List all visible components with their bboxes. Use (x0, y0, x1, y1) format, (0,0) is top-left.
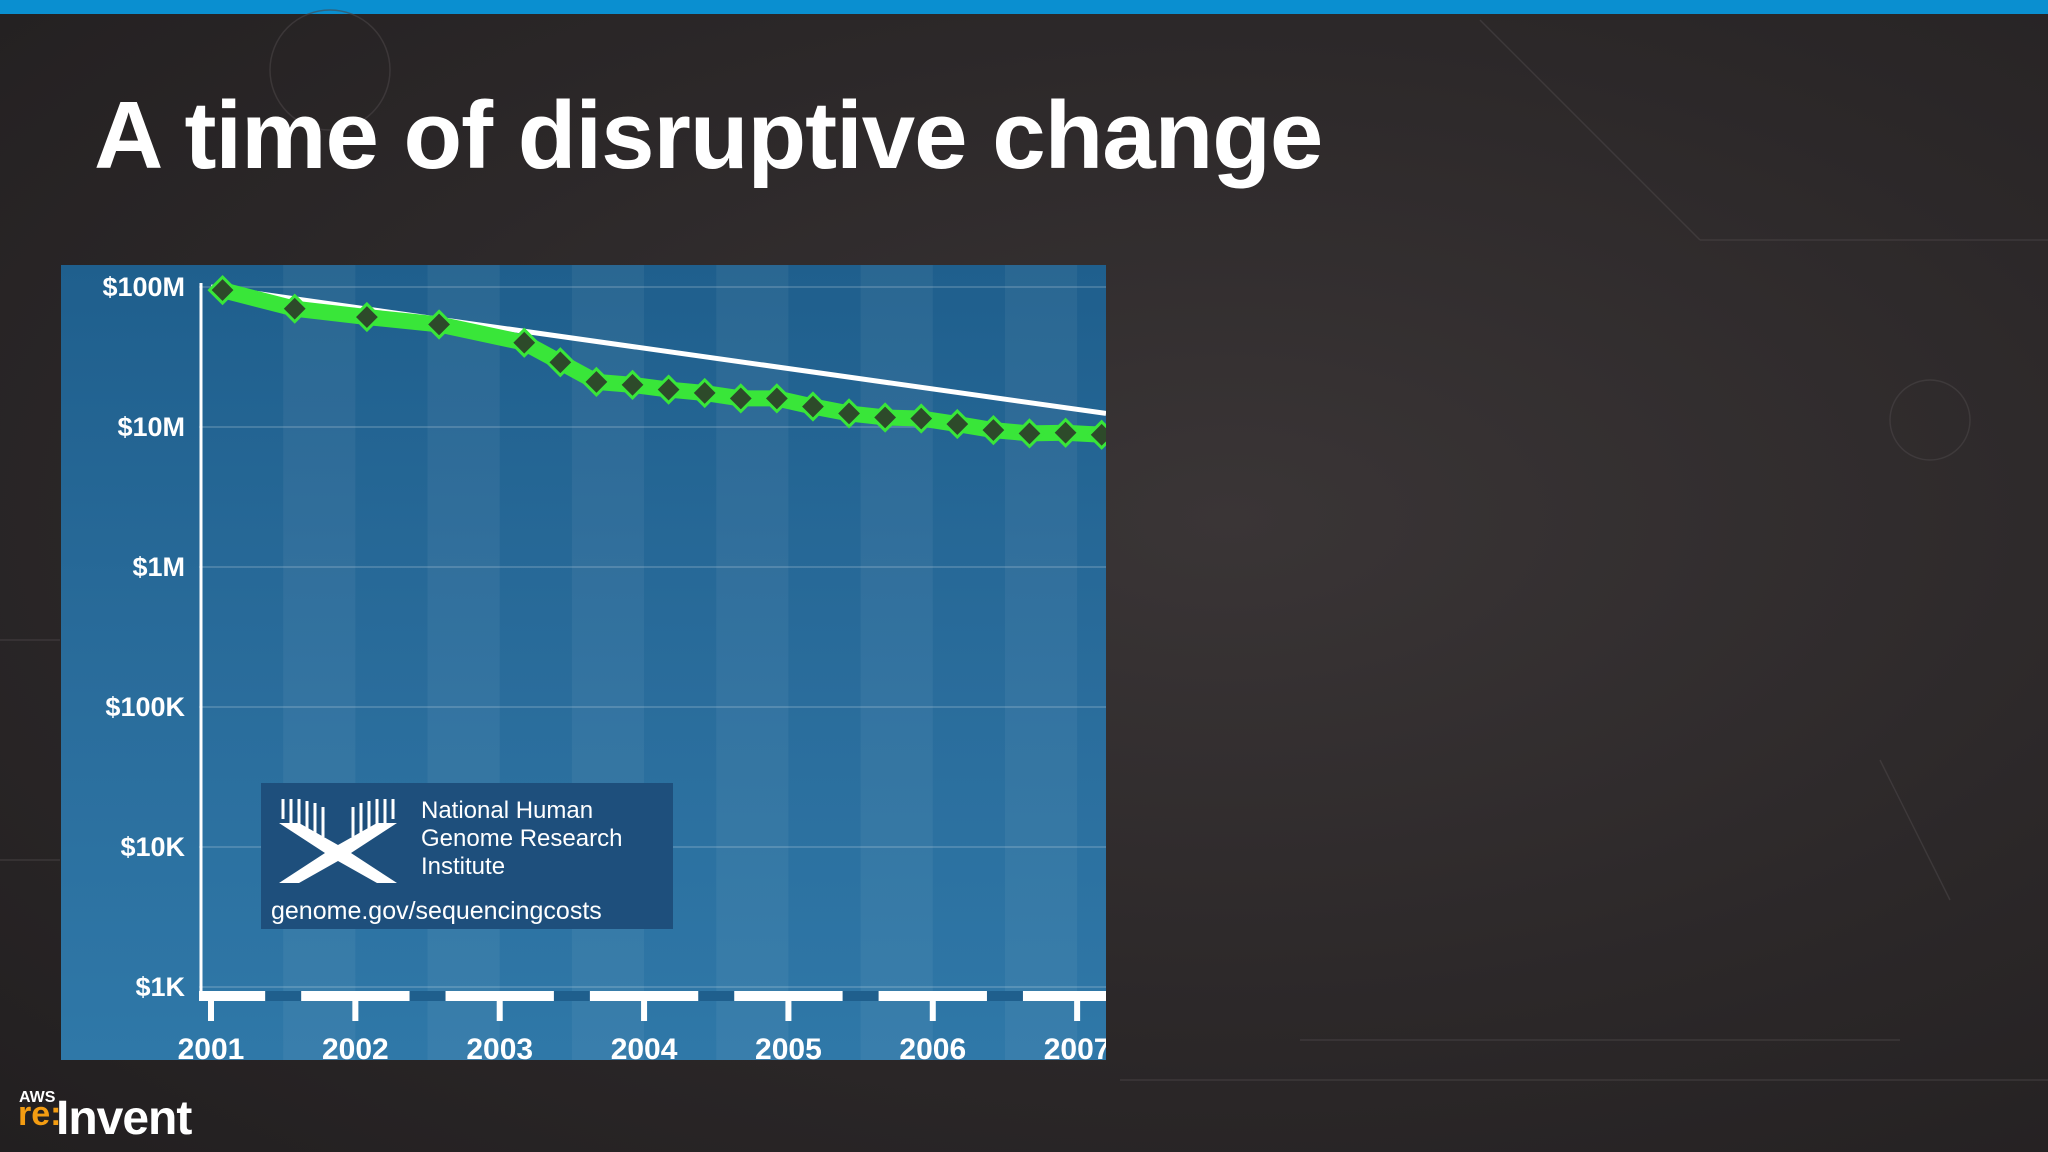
data-point (725, 383, 756, 414)
source-url: genome.gov/sequencingcosts (271, 897, 602, 925)
x-tick-label: 2003 (466, 1033, 533, 1060)
data-point (653, 374, 684, 405)
y-tick-label: $10K (120, 832, 185, 862)
x-axis-gap (553, 991, 590, 1001)
column-band (283, 265, 356, 1060)
data-point (761, 383, 792, 414)
y-tick-label: $1M (132, 552, 185, 582)
x-tick-label: 2001 (178, 1033, 245, 1060)
y-tick-label: $100K (105, 692, 185, 722)
data-point (509, 327, 540, 358)
trend-line (210, 284, 1106, 416)
slide-title: A time of disruptive change (94, 82, 1323, 189)
x-axis-gap (265, 991, 302, 1001)
x-tick-mark (1074, 991, 1081, 1021)
x-axis-line (199, 991, 1106, 1001)
x-tick-mark (496, 991, 503, 1021)
data-point (617, 369, 648, 400)
data-point (1050, 417, 1081, 448)
x-axis-bar (199, 991, 1106, 1021)
data-point (207, 274, 238, 306)
y-tick-label: $10M (117, 412, 185, 442)
x-tick-label: 2002 (322, 1033, 389, 1060)
column-band (860, 265, 933, 1060)
column-bands (283, 265, 1078, 1060)
brand-re: re: (18, 1095, 62, 1133)
x-axis-gap (409, 991, 446, 1001)
x-tick-label: 2004 (611, 1033, 678, 1060)
genome-cost-chart: $100M $10M $1M $100K $10K $1K 2001 2002 2003 200… (61, 265, 1106, 1060)
data-point (942, 408, 973, 440)
brand-aws: AWS (19, 1089, 56, 1106)
x-axis-gap (986, 991, 1023, 1001)
x-tick-label: 2007 (1044, 1033, 1106, 1060)
dna-x-logo-icon (279, 799, 397, 883)
x-tick-label: 2006 (899, 1033, 966, 1060)
x-tick-label: 2005 (755, 1033, 822, 1060)
data-point (1014, 418, 1045, 449)
chart-canvas: $100M$10M$1M$100K$10K$1K 2001 2002 2003 200… (102, 265, 1106, 1060)
data-point (279, 293, 310, 324)
data-point (833, 398, 865, 429)
org-name-line-1: National Human (421, 797, 594, 824)
data-point (423, 309, 455, 340)
data-point (351, 301, 383, 333)
nhgri-logo-box: National Human Genome Research Institute… (261, 783, 673, 929)
org-name-line-3: Institute (421, 853, 506, 880)
data-point (689, 377, 720, 409)
column-band (427, 265, 500, 1060)
y-tick-label: $1K (135, 972, 185, 1002)
x-tick-mark (352, 991, 359, 1021)
x-tick-mark (785, 991, 792, 1021)
data-point (906, 403, 937, 434)
y-tick-label: $100M (102, 272, 185, 302)
series-layer (207, 274, 1106, 450)
data-point (978, 414, 1009, 446)
data-point (870, 402, 901, 433)
data-point (797, 391, 829, 422)
x-tick-labels: 2001 2002 2003 2004 2005 2006 2007 (178, 1033, 1106, 1060)
x-tick-mark (208, 991, 214, 1021)
x-tick-mark (929, 991, 936, 1021)
top-accent-bar (0, 0, 2048, 14)
column-band (1004, 265, 1078, 1060)
org-name-line-2: Genome Research (421, 825, 623, 852)
x-axis-gap (842, 991, 879, 1001)
x-tick-mark (641, 991, 648, 1021)
data-point (1086, 419, 1106, 450)
brand-invent: Invent (56, 1092, 192, 1145)
x-axis-gap (698, 991, 735, 1001)
data-point (581, 366, 612, 398)
data-point (545, 347, 576, 378)
y-tick-labels: $100M $10M $1M $100K $10K $1K (102, 272, 185, 1002)
